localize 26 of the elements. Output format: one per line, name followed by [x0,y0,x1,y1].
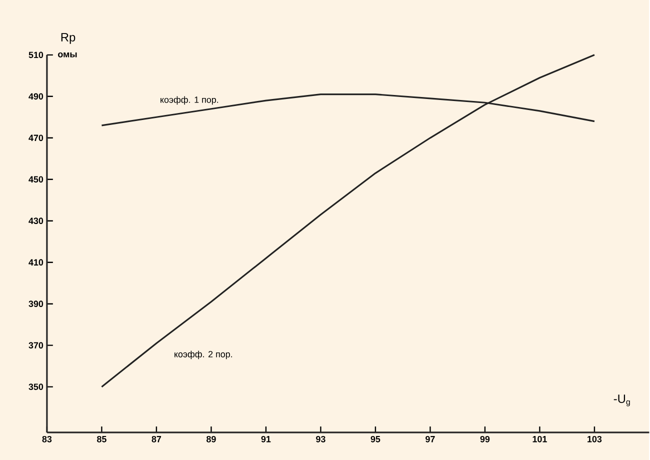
x-axis-title: -U$_{g}$ [614,394,630,406]
y-tick-label: 410 [28,258,44,266]
x-tick-label: 93 [316,436,326,442]
x-tick-label: 83 [42,436,52,442]
y-axis-title: Rp [61,32,76,44]
x-tick-label: 97 [426,436,435,442]
x-tick-label: 103 [588,436,602,442]
x-tick-label: 89 [206,436,216,442]
x-tick-label: 87 [152,436,162,442]
y-tick-label: 510 [28,52,44,58]
x-tick-label: 91 [261,436,271,442]
x-tick-label: 95 [370,436,380,442]
line-series [100,54,596,388]
y-tick-label: 370 [28,342,44,348]
y-tick-label: 350 [28,383,44,390]
y-tick-label: 390 [28,300,44,307]
y-tick-label: 450 [28,176,44,182]
x-tick-label: 101 [532,436,547,442]
series-label: коэфф. 2 пор. [174,350,232,359]
y-tick-label: 470 [28,134,44,141]
y-tick-label: 490 [28,93,44,100]
x-tick-label: 99 [480,436,490,442]
x-tick-label: 85 [97,436,106,442]
series-label: коэфф. 1 пор. [160,96,218,104]
y-tick-label: 430 [28,217,44,224]
annotation: омы [58,52,77,58]
